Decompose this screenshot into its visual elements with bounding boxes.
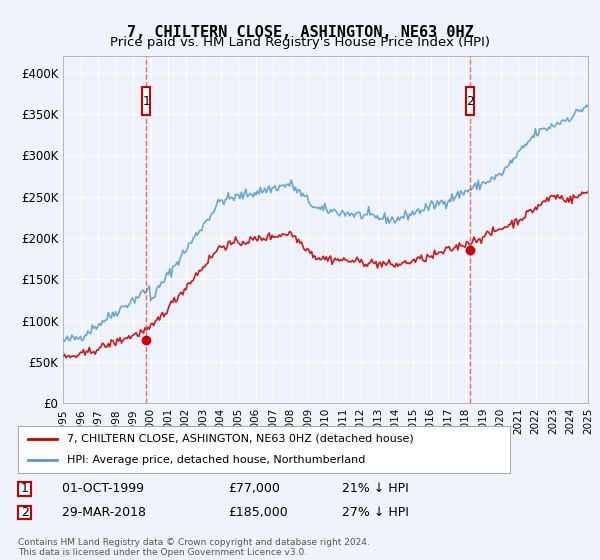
Text: 1: 1 xyxy=(20,482,29,496)
FancyBboxPatch shape xyxy=(466,87,474,115)
Text: Price paid vs. HM Land Registry's House Price Index (HPI): Price paid vs. HM Land Registry's House … xyxy=(110,36,490,49)
Text: 01-OCT-1999: 01-OCT-1999 xyxy=(54,482,144,496)
Text: 1: 1 xyxy=(142,95,150,108)
Text: 29-MAR-2018: 29-MAR-2018 xyxy=(54,506,146,519)
Text: 7, CHILTERN CLOSE, ASHINGTON, NE63 0HZ (detached house): 7, CHILTERN CLOSE, ASHINGTON, NE63 0HZ (… xyxy=(67,434,414,444)
Text: £77,000: £77,000 xyxy=(228,482,280,496)
Text: 2: 2 xyxy=(466,95,474,108)
Text: 2: 2 xyxy=(20,506,29,519)
Text: HPI: Average price, detached house, Northumberland: HPI: Average price, detached house, Nort… xyxy=(67,455,365,465)
Text: 7, CHILTERN CLOSE, ASHINGTON, NE63 0HZ: 7, CHILTERN CLOSE, ASHINGTON, NE63 0HZ xyxy=(127,25,473,40)
Text: Contains HM Land Registry data © Crown copyright and database right 2024.
This d: Contains HM Land Registry data © Crown c… xyxy=(18,538,370,557)
Text: £185,000: £185,000 xyxy=(228,506,288,519)
Text: 27% ↓ HPI: 27% ↓ HPI xyxy=(342,506,409,519)
Text: 21% ↓ HPI: 21% ↓ HPI xyxy=(342,482,409,496)
FancyBboxPatch shape xyxy=(142,87,150,115)
